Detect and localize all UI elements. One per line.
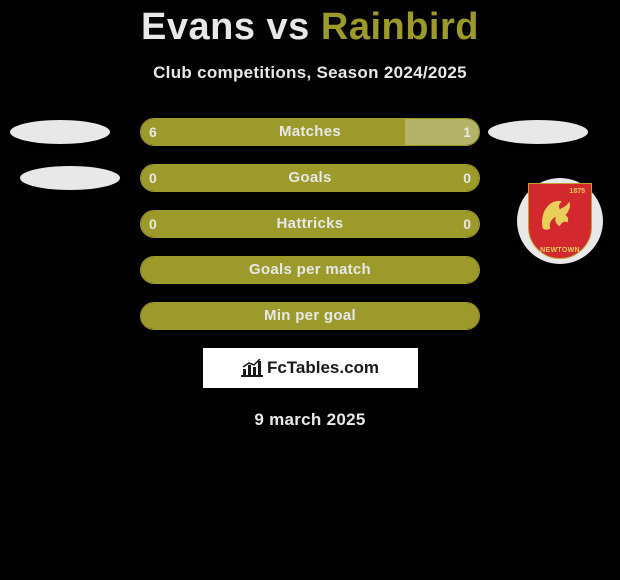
stat-label: Goals [141, 165, 479, 191]
stat-value-left: 6 [149, 119, 157, 145]
stat-value-right: 0 [463, 165, 471, 191]
player2-name: Rainbird [321, 6, 479, 48]
crest-shield: 1875 NEWTOWN [528, 183, 592, 259]
stat-row: Goals0 0 [0, 164, 620, 192]
stat-bar: Goals0 0 [140, 164, 480, 192]
crest-year: 1875 [569, 188, 585, 195]
brand-text: FcTables.com [267, 358, 379, 378]
stat-row: Min per goal [0, 302, 620, 330]
stat-value-right: 0 [463, 211, 471, 237]
player-badge-left [20, 166, 120, 190]
stat-value-right: 1 [463, 119, 471, 145]
stat-label: Goals per match [141, 257, 479, 283]
stat-bar: Min per goal [140, 302, 480, 330]
club-crest: 1875 NEWTOWN [517, 178, 603, 264]
stat-row: Goals per match [0, 256, 620, 284]
stat-label: Matches [141, 119, 479, 145]
stat-value-left: 0 [149, 165, 157, 191]
title-vs: vs [267, 6, 310, 48]
stat-bar: Goals per match [140, 256, 480, 284]
stat-bar: Hattricks0 0 [140, 210, 480, 238]
comparison-title: Evans vs Rainbird [0, 0, 620, 49]
chart-icon [241, 359, 263, 377]
stat-label: Hattricks [141, 211, 479, 237]
date-text: 9 march 2025 [0, 410, 620, 430]
stat-label: Min per goal [141, 303, 479, 329]
player-badge-right [488, 120, 588, 144]
player-badge-left [10, 120, 110, 144]
stat-row: Matches6 1 [0, 118, 620, 146]
stat-bar: Matches6 1 [140, 118, 480, 146]
subtitle: Club competitions, Season 2024/2025 [0, 63, 620, 83]
brand-footer: FcTables.com [203, 348, 418, 388]
crest-club-name: NEWTOWN [529, 247, 591, 254]
player1-name: Evans [141, 6, 255, 48]
stat-value-left: 0 [149, 211, 157, 237]
dragon-icon [537, 192, 575, 234]
